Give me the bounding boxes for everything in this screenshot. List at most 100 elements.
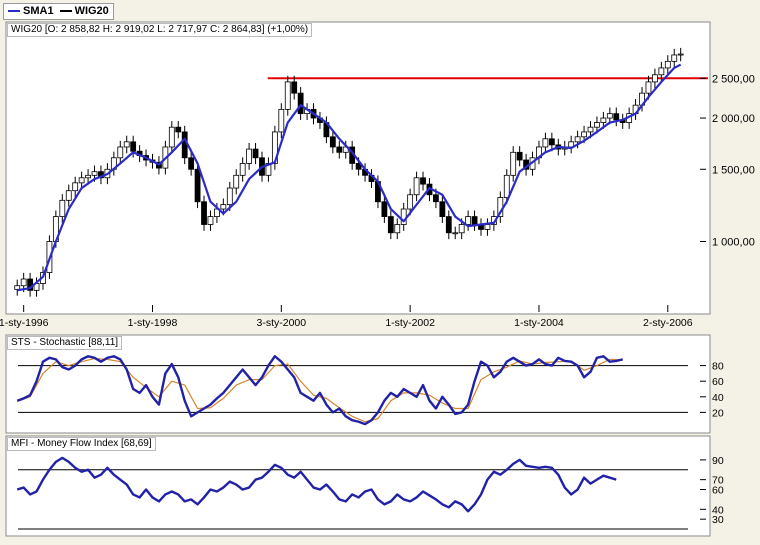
candle-body <box>252 148 259 159</box>
mfi-panel-title: MFI - Money Flow Index [68,69] <box>7 437 156 451</box>
candle-body <box>600 117 607 123</box>
candle-body <box>516 151 523 161</box>
candle-body <box>471 216 478 225</box>
candle-body <box>239 163 246 176</box>
mfi-panel[interactable] <box>5 435 711 537</box>
mfi-y-tick-label: 90 <box>712 455 724 467</box>
sts-series <box>16 355 623 426</box>
candle-body <box>574 136 581 143</box>
candle-body <box>20 278 27 287</box>
candle-body <box>445 216 452 234</box>
price-y-tick-label: 2 000,00 <box>712 113 755 125</box>
candle-body <box>407 194 414 210</box>
candle-body <box>188 157 195 170</box>
price-y-tick-label: 1 500,00 <box>712 164 755 176</box>
legend-item-sma[interactable]: SMA1 <box>8 4 54 19</box>
candle-body <box>465 216 472 225</box>
x-tick-label: 2-sty-2006 <box>643 317 693 329</box>
sts-y-tick-label: 60 <box>712 376 724 388</box>
sts-panel[interactable] <box>5 334 711 434</box>
x-tick-label: 1-sty-1996 <box>0 317 49 329</box>
candle-body <box>123 141 130 148</box>
candle-body <box>168 126 175 148</box>
candle-body <box>652 74 658 83</box>
candle-body <box>117 146 124 159</box>
sts-y-axis: 20 40 60 80 <box>700 361 724 419</box>
candle-body <box>65 190 72 201</box>
candle-body <box>14 285 21 290</box>
wig20-swatch-icon <box>59 10 72 13</box>
price-y-tick-label: 2 500,00 <box>712 73 755 85</box>
candle-body <box>548 138 555 146</box>
candle-body <box>278 108 285 133</box>
candle-body <box>246 148 253 164</box>
price-panel-title: WIG20 [O: 2 858,82 H: 2 919,02 L: 2 717,… <box>7 23 313 37</box>
candle-body <box>201 201 207 225</box>
candle-body <box>59 199 66 217</box>
x-tick-label: 3-sty-2000 <box>257 317 307 329</box>
candle-body <box>181 131 188 159</box>
candle-body <box>439 201 446 217</box>
candle-body <box>671 54 678 62</box>
candle-body <box>542 138 549 148</box>
candle-body <box>355 163 362 170</box>
candle-body <box>658 67 665 76</box>
legend-label-sma: SMA1 <box>23 5 54 17</box>
candle-body <box>510 151 517 176</box>
candle-body <box>433 194 439 203</box>
mfi-y-tick-label: 70 <box>712 475 724 487</box>
sts-series-line <box>16 355 623 426</box>
candle-body <box>664 60 671 69</box>
candle-body <box>677 53 684 56</box>
candle-body <box>175 126 182 133</box>
candle-body <box>194 168 201 203</box>
candle-body <box>452 232 459 235</box>
sts-panel-title: STS - Stochastic [88,11] <box>7 336 123 350</box>
candle-body <box>233 174 240 189</box>
candle-body <box>503 174 510 198</box>
candle-body <box>394 224 401 234</box>
legend-label-wig20: WIG20 <box>74 5 109 17</box>
date-x-axis: 1-sty-1996 1-sty-1998 3-sty-2000 1-sty-2002… <box>0 305 693 329</box>
candle-body <box>594 122 600 128</box>
sma-series-line <box>17 63 682 292</box>
sts-y-tick-label: 80 <box>712 361 724 373</box>
mfi-y-tick-label: 60 <box>712 485 724 497</box>
candle-body <box>291 81 298 94</box>
sma-swatch-icon <box>8 10 20 13</box>
sts-y-tick-label: 40 <box>712 392 724 404</box>
candle-body <box>381 201 388 217</box>
candle-body <box>78 177 85 184</box>
candle-body <box>458 224 465 234</box>
candle-body <box>329 136 336 148</box>
sts-series-line <box>17 357 623 423</box>
mfi-y-tick-label: 30 <box>712 514 724 526</box>
candle-body <box>484 224 491 230</box>
candle-body <box>387 216 394 234</box>
x-tick-label: 1-sty-2004 <box>514 317 564 329</box>
mfi-y-tick-label: 40 <box>712 504 724 516</box>
candle-body <box>284 81 291 110</box>
candle-body <box>645 81 652 94</box>
sma-line <box>17 63 682 292</box>
candle-body <box>336 146 343 153</box>
legend-item-wig20[interactable]: WIG20 <box>59 4 109 19</box>
candle-body <box>91 171 98 176</box>
price-y-tick-label: 1 000,00 <box>712 236 755 248</box>
candle-body <box>420 177 426 185</box>
candle-body <box>413 177 420 196</box>
legend: SMA1 WIG20 <box>3 3 114 20</box>
candle-body <box>130 141 137 152</box>
candle-body <box>613 113 620 121</box>
candle-body <box>85 174 91 179</box>
candle-body <box>207 216 214 225</box>
x-tick-label: 1-sty-2002 <box>385 317 435 329</box>
mfi-series <box>16 456 617 513</box>
candle-body <box>220 204 227 210</box>
candle-body <box>606 113 613 119</box>
candle-body <box>226 187 233 206</box>
candle-body <box>297 92 304 115</box>
